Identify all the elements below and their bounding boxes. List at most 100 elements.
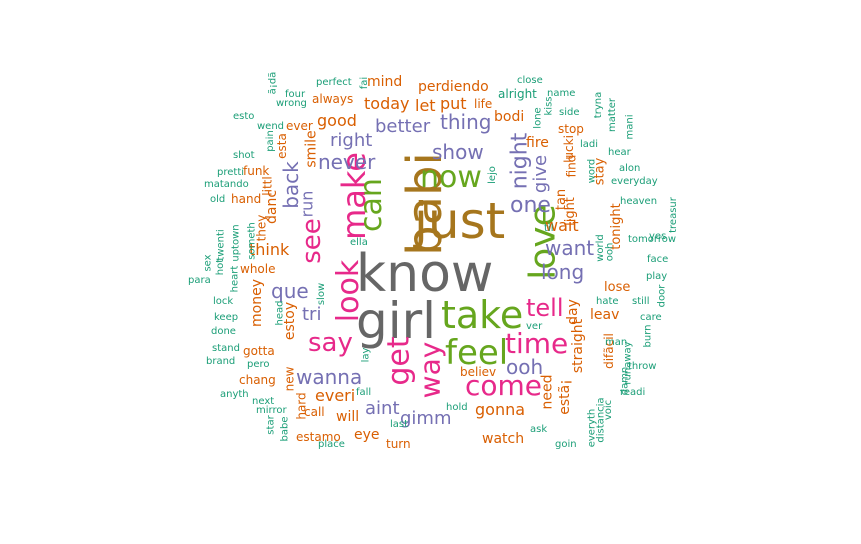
word-33: run (297, 190, 317, 218)
word-108: done (211, 326, 236, 337)
word-125: ask (530, 424, 548, 435)
word-147: play (646, 271, 668, 282)
word-80: whole (240, 262, 276, 276)
word-49: money (248, 279, 265, 327)
word-19: one (510, 193, 551, 218)
word-28: que (271, 279, 309, 303)
word-99: uptown (230, 224, 242, 262)
word-55: leav (590, 307, 620, 323)
word-41: good (317, 111, 357, 130)
word-137: alon (619, 163, 641, 174)
word-120: ella (350, 237, 368, 248)
word-113: anyth (220, 389, 249, 400)
word-88: close (517, 75, 543, 86)
word-119: slow (316, 282, 328, 306)
word-54: straight (570, 318, 587, 374)
word-105: para (188, 275, 211, 286)
word-21: show (432, 140, 484, 164)
word-59: believ (460, 365, 497, 379)
word-53: estã¡ (556, 379, 573, 415)
word-135: mani (624, 114, 636, 140)
word-69: stop (558, 122, 584, 136)
word-66: mind (367, 74, 403, 90)
word-38: everi (315, 386, 356, 405)
word-11: get (381, 336, 417, 386)
word-157: readi (620, 387, 646, 398)
word-121: lay (360, 347, 372, 363)
word-131: side (559, 107, 580, 118)
word-149: still (632, 296, 650, 307)
word-35: aint (365, 398, 400, 419)
word-57: eye (354, 427, 380, 443)
word-98: old (210, 194, 226, 205)
word-162: lone (532, 107, 544, 129)
word-84: esta (274, 133, 289, 159)
word-82: lucki (561, 135, 576, 163)
word-139: word (586, 158, 598, 184)
word-44: let (415, 96, 436, 115)
word-91: wrong (276, 98, 307, 109)
word-13: come (465, 369, 543, 402)
word-160: everyth (586, 408, 598, 448)
word-74: call (304, 405, 325, 419)
word-2: girl (356, 292, 437, 350)
word-37: gonna (475, 400, 526, 419)
word-96: pretti (217, 167, 245, 178)
word-118: place (318, 439, 345, 450)
word-159: distancia (595, 397, 607, 443)
word-60: lose (604, 280, 631, 295)
word-8: feel (445, 333, 509, 373)
word-128: til (544, 223, 554, 234)
word-110: stand (212, 343, 240, 354)
word-23: never (318, 150, 376, 174)
word-87: alright (498, 87, 537, 101)
word-136: hear (608, 147, 631, 158)
word-94: shot (233, 150, 255, 161)
word-142: treasur (667, 197, 679, 233)
word-78: hand (231, 192, 262, 206)
word-68: ever (286, 119, 313, 133)
word-18: can (353, 178, 389, 232)
word-24: want (545, 236, 595, 260)
word-51: need (539, 374, 556, 410)
word-161: goin (555, 439, 577, 450)
word-14: time (505, 327, 569, 360)
word-117: babe (279, 416, 291, 442)
word-73: new (282, 366, 297, 392)
word-104: heart (229, 265, 241, 293)
word-85: hard (294, 392, 309, 420)
word-145: world (594, 234, 606, 262)
word-15: say (308, 328, 353, 358)
word-27: wanna (296, 365, 363, 389)
word-102: sex (202, 254, 214, 272)
word-12: way (413, 341, 447, 399)
word-144: tomorrow (628, 234, 677, 245)
word-115: mirror (256, 405, 287, 416)
word-47: smile (303, 130, 320, 168)
word-81: turn (386, 437, 411, 451)
word-143: yes (649, 231, 667, 242)
word-39: wait (545, 216, 579, 235)
word-132: kiss (543, 96, 555, 116)
word-134: matter (606, 98, 618, 132)
word-100: someth (246, 222, 258, 260)
word-95: pain (264, 130, 276, 152)
word-116: star (265, 415, 277, 435)
word-112: pero (247, 359, 270, 370)
word-30: right (330, 130, 373, 151)
word-22: thing (440, 110, 492, 134)
word-163: fai (359, 76, 371, 90)
word-36: gimm (400, 408, 452, 429)
word-97: matando (204, 179, 249, 190)
word-129: ooh (604, 242, 616, 262)
word-58: watch (482, 431, 525, 447)
word-26: ooh (506, 355, 544, 379)
word-86: life (474, 97, 493, 111)
word-130: name (547, 88, 576, 99)
word-67: always (312, 92, 354, 106)
word-151: care (640, 312, 662, 323)
word-34: tri (302, 304, 322, 325)
word-107: keep (214, 312, 239, 323)
word-126: ver (526, 321, 543, 332)
